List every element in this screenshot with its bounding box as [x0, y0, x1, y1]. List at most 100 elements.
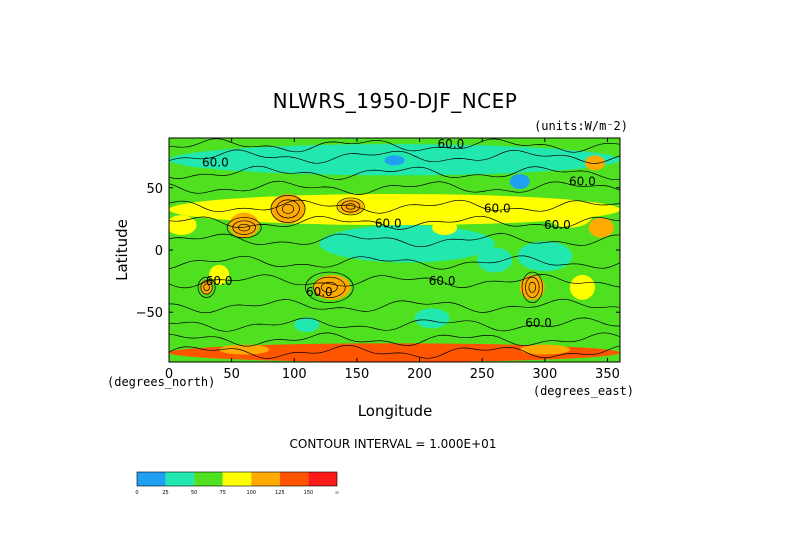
- field-patch: [229, 212, 260, 238]
- field-patch: [519, 344, 570, 355]
- y-unit-label: (degrees_north): [107, 375, 215, 389]
- colorbar-label: 50: [191, 490, 197, 496]
- contour-line: [169, 344, 620, 359]
- field-patch: [169, 215, 197, 236]
- contour-ring: [528, 281, 537, 293]
- colorbar-swatch: [222, 472, 252, 486]
- contour-ring: [197, 276, 216, 298]
- field-patch: [509, 174, 530, 190]
- contour-line: [169, 298, 620, 314]
- contour-ring: [313, 276, 346, 298]
- x-tick-label: 100: [282, 367, 307, 382]
- field-region: [313, 274, 351, 300]
- contour-line: [169, 199, 620, 214]
- field-patch: [517, 241, 573, 272]
- contour-label: 60.0: [306, 285, 333, 299]
- colorbar: 0 25 50 75 100 125 150 ∞: [135, 471, 339, 496]
- colorbar-swatch: [279, 472, 309, 486]
- contour-label: 60.0: [206, 274, 233, 288]
- field-patch: [294, 317, 320, 333]
- colorbar-swatch: [251, 472, 280, 486]
- contour-ring: [281, 204, 295, 214]
- field-patch: [414, 308, 450, 329]
- contour-ring: [345, 203, 356, 210]
- colorbar-swatch: [137, 472, 166, 486]
- y-axis: −50 0 50: [136, 182, 620, 321]
- contour-label: 60.0: [375, 217, 402, 231]
- contour-label: 60.0: [525, 316, 552, 330]
- x-tick-label: 300: [532, 367, 557, 382]
- contour-line: [169, 149, 620, 164]
- contour-line: [169, 255, 620, 270]
- contour-ring: [226, 217, 262, 239]
- field-patch: [432, 220, 458, 236]
- contour-label: 60.0: [202, 156, 229, 170]
- chart-title: NLWRS_1950-DJF_NCEP: [273, 89, 518, 113]
- contour-ring: [238, 223, 251, 232]
- field-patch: [584, 155, 605, 171]
- x-tick-label: 250: [470, 367, 495, 382]
- field-patch: [494, 202, 520, 223]
- contour-label: 60.0: [429, 274, 456, 288]
- field-patch: [384, 155, 405, 166]
- contour-ring: [336, 197, 365, 216]
- contour-ring: [525, 276, 540, 298]
- contour-lines: [169, 138, 620, 359]
- colorbar-swatch: [194, 472, 223, 486]
- heatmap-field: [169, 138, 620, 362]
- contour-line: [169, 332, 620, 347]
- colorbar-label: 25: [162, 490, 168, 496]
- colorbar-label: ∞: [335, 490, 339, 496]
- contour-ring: [341, 200, 361, 213]
- contour-ring: [305, 271, 354, 303]
- x-tick-label: 0: [165, 367, 173, 382]
- x-axis-label: Longitude: [358, 402, 433, 420]
- contour-label: 60.0: [484, 202, 511, 216]
- colorbar-label: 150: [304, 490, 314, 496]
- x-tick-label: 150: [345, 367, 370, 382]
- contour-line: [169, 180, 620, 195]
- colorbar-swatch: [308, 472, 337, 486]
- contour-ring: [200, 280, 213, 295]
- colorbar-frame: [136, 471, 338, 487]
- field-patch: [219, 344, 270, 355]
- y-tick-label: −50: [136, 306, 163, 321]
- contour-label: 60.0: [569, 174, 596, 188]
- contour-line: [169, 233, 620, 248]
- y-tick-label: 50: [146, 182, 163, 197]
- contour-line: [169, 215, 620, 230]
- units-label: (units:W/m⁻2): [534, 119, 628, 133]
- contour-line: [169, 274, 620, 289]
- colorbar-label: 100: [247, 490, 257, 496]
- x-axis: 0 50 100 150 200 250 300 350: [165, 138, 620, 382]
- contour-labels: 60.0 60.0 60.0 60.0 60.0 60.0 60.0 60.0 60.0 60.0: [202, 137, 596, 330]
- x-tick-label: 50: [223, 367, 240, 382]
- colorbar-label: 75: [220, 490, 226, 496]
- x-tick-label: 200: [407, 367, 432, 382]
- field-patch: [588, 217, 614, 238]
- colorbar-label: 0: [135, 490, 138, 496]
- x-unit-label: (degrees_east): [533, 384, 634, 398]
- y-axis-label: Latitude: [113, 219, 131, 281]
- y-tick-label: 0: [155, 244, 163, 259]
- contour-ring: [270, 195, 306, 223]
- field-patch: [477, 247, 513, 273]
- contour-label: 60.0: [544, 218, 571, 232]
- field-patch: [270, 194, 306, 224]
- contour-ring: [521, 271, 543, 303]
- colorbar-swatch: [165, 472, 195, 486]
- contour-ring: [203, 283, 210, 292]
- contour-label: 60.0: [438, 137, 465, 151]
- x-tick-label: 350: [595, 367, 620, 382]
- contour-ring: [321, 281, 338, 293]
- contour-line: [169, 165, 620, 181]
- colorbar-label: 125: [275, 490, 285, 496]
- field-region: [519, 274, 545, 300]
- contour-line: [169, 317, 620, 332]
- contour-ring: [276, 199, 300, 219]
- contour-ring: [232, 220, 256, 235]
- field-patch: [200, 279, 213, 295]
- contour-interval-text: CONTOUR INTERVAL = 1.000E+01: [290, 437, 497, 451]
- field-patch: [569, 274, 595, 300]
